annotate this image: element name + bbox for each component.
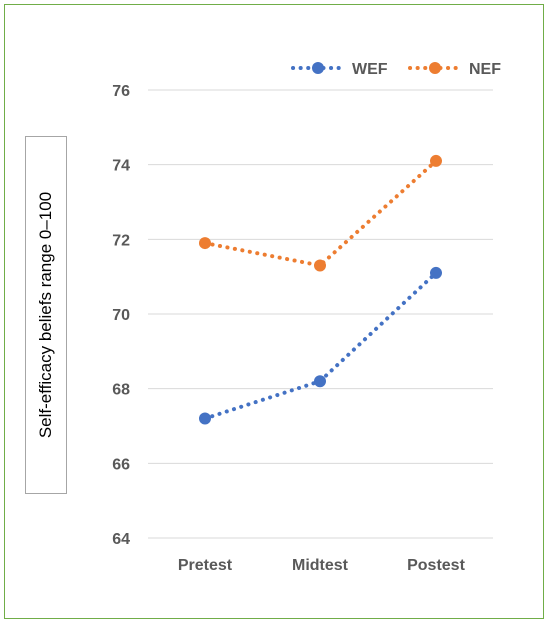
y-tick-label: 64 xyxy=(112,531,130,548)
y-tick-label: 76 xyxy=(112,83,130,100)
y-tick-label: 68 xyxy=(112,382,130,399)
data-point-nef xyxy=(314,259,326,272)
legend-label: NEF xyxy=(469,61,501,78)
data-point-nef xyxy=(430,154,442,167)
legend-swatch-marker xyxy=(429,62,441,74)
data-point-nef xyxy=(199,237,211,250)
legend-item-wef: WEF xyxy=(291,61,388,78)
y-axis-ticks: 64 66 68 70 72 74 76 xyxy=(112,83,130,548)
x-tick-label: Pretest xyxy=(178,557,233,574)
x-tick-label: Postest xyxy=(407,557,465,574)
y-tick-label: 74 xyxy=(112,158,130,175)
legend: WEF NEF xyxy=(291,61,501,78)
y-axis-label-box: Self-efficacy beliefs range 0–100 xyxy=(25,136,67,494)
series-line-nef xyxy=(203,158,438,268)
gridlines xyxy=(148,89,493,539)
chart-frame xyxy=(4,4,544,619)
data-point-wef xyxy=(430,266,442,279)
data-point-wef xyxy=(314,375,326,388)
legend-item-nef: NEF xyxy=(408,61,501,78)
data-point-wef xyxy=(199,412,211,425)
series-line-wef xyxy=(203,270,438,421)
y-tick-label: 72 xyxy=(112,232,130,249)
x-tick-label: Midtest xyxy=(292,557,349,574)
series-nef xyxy=(199,154,442,272)
series-layer xyxy=(199,154,442,425)
y-axis-label: Self-efficacy beliefs range 0–100 xyxy=(36,191,55,439)
x-axis-ticks: Pretest Midtest Postest xyxy=(178,557,466,574)
y-tick-label: 66 xyxy=(112,456,130,473)
legend-swatch-marker xyxy=(312,62,324,74)
y-tick-label: 70 xyxy=(112,307,130,324)
series-wef xyxy=(199,266,442,425)
legend-label: WEF xyxy=(352,61,388,78)
